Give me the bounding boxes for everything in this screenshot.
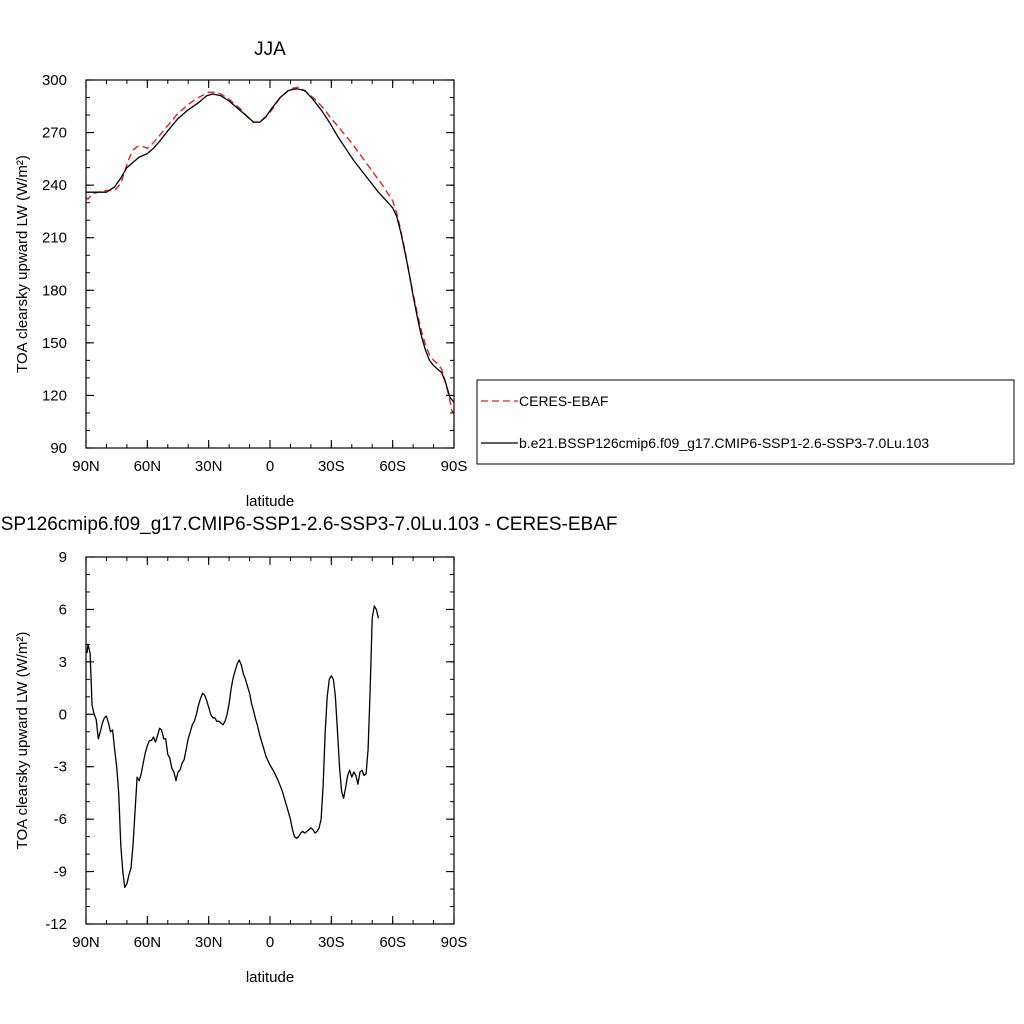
x-tick-label: 30S xyxy=(318,934,345,951)
legend-label: b.e21.BSSP126cmip6.f09_g17.CMIP6-SSP1-2.… xyxy=(519,435,929,451)
x-tick-label: 30N xyxy=(195,934,223,951)
y-tick-label: 0 xyxy=(59,706,67,723)
y-tick-label: 9 xyxy=(59,549,67,566)
x-tick-label: 90N xyxy=(72,934,100,951)
y-tick-label: -3 xyxy=(54,759,67,776)
x-tick-label: 0 xyxy=(266,934,274,951)
legend-box xyxy=(476,379,1015,465)
y-tick-label: 240 xyxy=(42,177,67,194)
chart-title: JJA xyxy=(254,39,286,60)
y-tick-label: 300 xyxy=(42,72,67,89)
x-tick-label: 60N xyxy=(134,458,162,475)
x-tick-label: 0 xyxy=(266,458,274,475)
y-tick-label: 210 xyxy=(42,230,67,247)
x-axis-label: latitude xyxy=(246,969,294,986)
top-panel: JJA 90N 60N 30N 0 30S 60S 90S 90 120 150 180 210 240 2… xyxy=(14,39,1015,510)
x-tick-label: 60S xyxy=(379,458,406,475)
y-tick-label: 270 xyxy=(42,125,67,142)
y-tick-label: -12 xyxy=(45,916,67,933)
series-group xyxy=(86,86,454,414)
y-tick-label: 90 xyxy=(50,440,67,457)
x-tick-label: 60N xyxy=(134,934,162,951)
series-line-ceres-ebaf xyxy=(86,86,454,414)
x-tick-label: 60S xyxy=(379,934,406,951)
series-group xyxy=(86,605,380,888)
chart-title: b.e21.BSSP126cmip6.f09_g17.CMIP6-SSP1-2.… xyxy=(0,514,617,535)
bottom-panel: b.e21.BSSP126cmip6.f09_g17.CMIP6-SSP1-2.… xyxy=(0,514,617,986)
y-tick-label: 180 xyxy=(42,282,67,299)
x-tick-label: 30N xyxy=(195,458,223,475)
y-axis-label: TOA clearsky upward LW (W/m²) xyxy=(14,632,31,850)
x-tick-label: 30S xyxy=(318,458,345,475)
y-axis-label: TOA clearsky upward LW (W/m²) xyxy=(14,155,31,373)
y-tick-label: -6 xyxy=(54,811,67,828)
x-tick-label: 90N xyxy=(72,458,100,475)
plot-frame xyxy=(85,556,455,925)
y-tick-label: 120 xyxy=(42,387,67,404)
series-line-difference xyxy=(86,605,380,888)
legend-label: CERES-EBAF xyxy=(519,393,608,409)
x-axis-label: latitude xyxy=(246,493,294,510)
series-line-b xyxy=(86,88,454,403)
y-tick-label: 150 xyxy=(42,335,67,352)
x-tick-label: 90S xyxy=(441,458,468,475)
y-tick-label: 6 xyxy=(59,601,67,618)
x-tick-label: 90S xyxy=(441,934,468,951)
legend: CERES-EBAF b.e21.BSSP126cmip6.f09_g17.CMI… xyxy=(476,379,1015,465)
plot-frame xyxy=(85,79,455,449)
y-tick-label: -9 xyxy=(54,864,67,881)
y-tick-label: 3 xyxy=(59,654,67,671)
